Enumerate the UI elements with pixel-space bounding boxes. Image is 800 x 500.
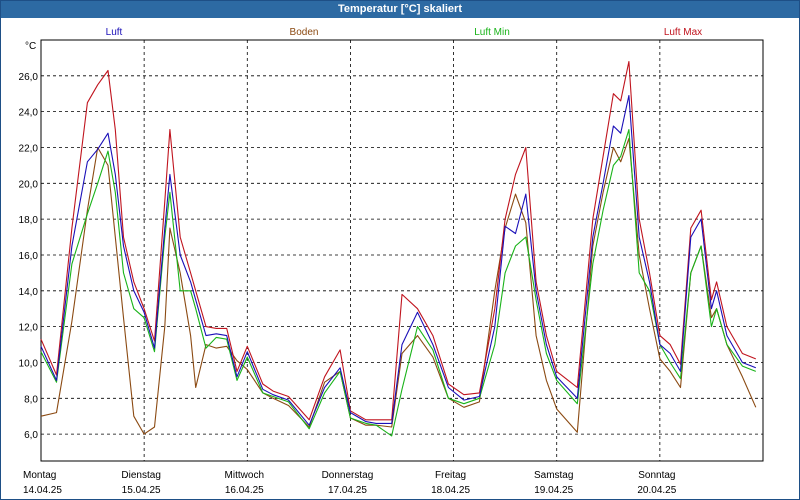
x-tick-day: Montag — [23, 470, 56, 481]
x-tick-date: 18.04.25 — [431, 485, 470, 496]
y-tick-label: 26,0 — [19, 72, 39, 83]
x-tick-day: Samstag — [534, 470, 573, 481]
series-line-luft-min — [40, 129, 757, 437]
y-tick-label: 12,0 — [19, 323, 39, 334]
x-axis: Montag 14.04.25 Dienstag 15.04.25 Mittwoch 16… — [23, 470, 677, 496]
legend-item-luft: Luft — [106, 27, 123, 38]
y-tick-label: 20,0 — [19, 179, 39, 190]
legend-item-boden: Boden — [290, 27, 319, 38]
x-tick-date: 20.04.25 — [637, 485, 676, 496]
y-tick-label: 6,0 — [24, 430, 38, 441]
plot-area — [40, 60, 757, 437]
x-tick-date: 16.04.25 — [225, 485, 264, 496]
grid — [40, 39, 764, 462]
y-tick-label: 22,0 — [19, 143, 39, 154]
series-line-luft-max — [40, 60, 757, 421]
y-tick-label: 10,0 — [19, 358, 39, 369]
y-tick-label: 8,0 — [24, 394, 38, 405]
y-tick-label: 16,0 — [19, 251, 39, 262]
y-tick-label: 18,0 — [19, 215, 39, 226]
x-tick-day: Donnerstag — [322, 470, 374, 481]
legend-item-luft-max: Luft Max — [664, 27, 702, 38]
y-axis: 6,0 8,0 10,0 12,0 14,0 16,0 18,0 20,0 22,0 24,0 26… — [19, 72, 39, 441]
x-tick-day: Freitag — [435, 470, 466, 481]
x-tick-date: 17.04.25 — [328, 485, 367, 496]
y-tick-label: 14,0 — [19, 287, 39, 298]
x-tick-date: 19.04.25 — [534, 485, 573, 496]
legend: Luft Boden Luft Min Luft Max — [106, 27, 703, 38]
y-tick-label: 24,0 — [19, 108, 39, 119]
series-line-luft — [40, 94, 757, 426]
y-axis-unit: °C — [25, 41, 36, 52]
x-tick-day: Dienstag — [121, 470, 160, 481]
x-tick-date: 15.04.25 — [122, 485, 161, 496]
x-tick-day: Mittwoch — [225, 470, 264, 481]
x-tick-date: 14.04.25 — [23, 485, 62, 496]
legend-item-luft-min: Luft Min — [474, 27, 510, 38]
series-line-boden — [40, 137, 757, 435]
window-title: Temperatur [°C] skaliert — [1, 1, 799, 18]
plot-frame — [40, 39, 764, 462]
x-tick-day: Sonntag — [638, 470, 675, 481]
